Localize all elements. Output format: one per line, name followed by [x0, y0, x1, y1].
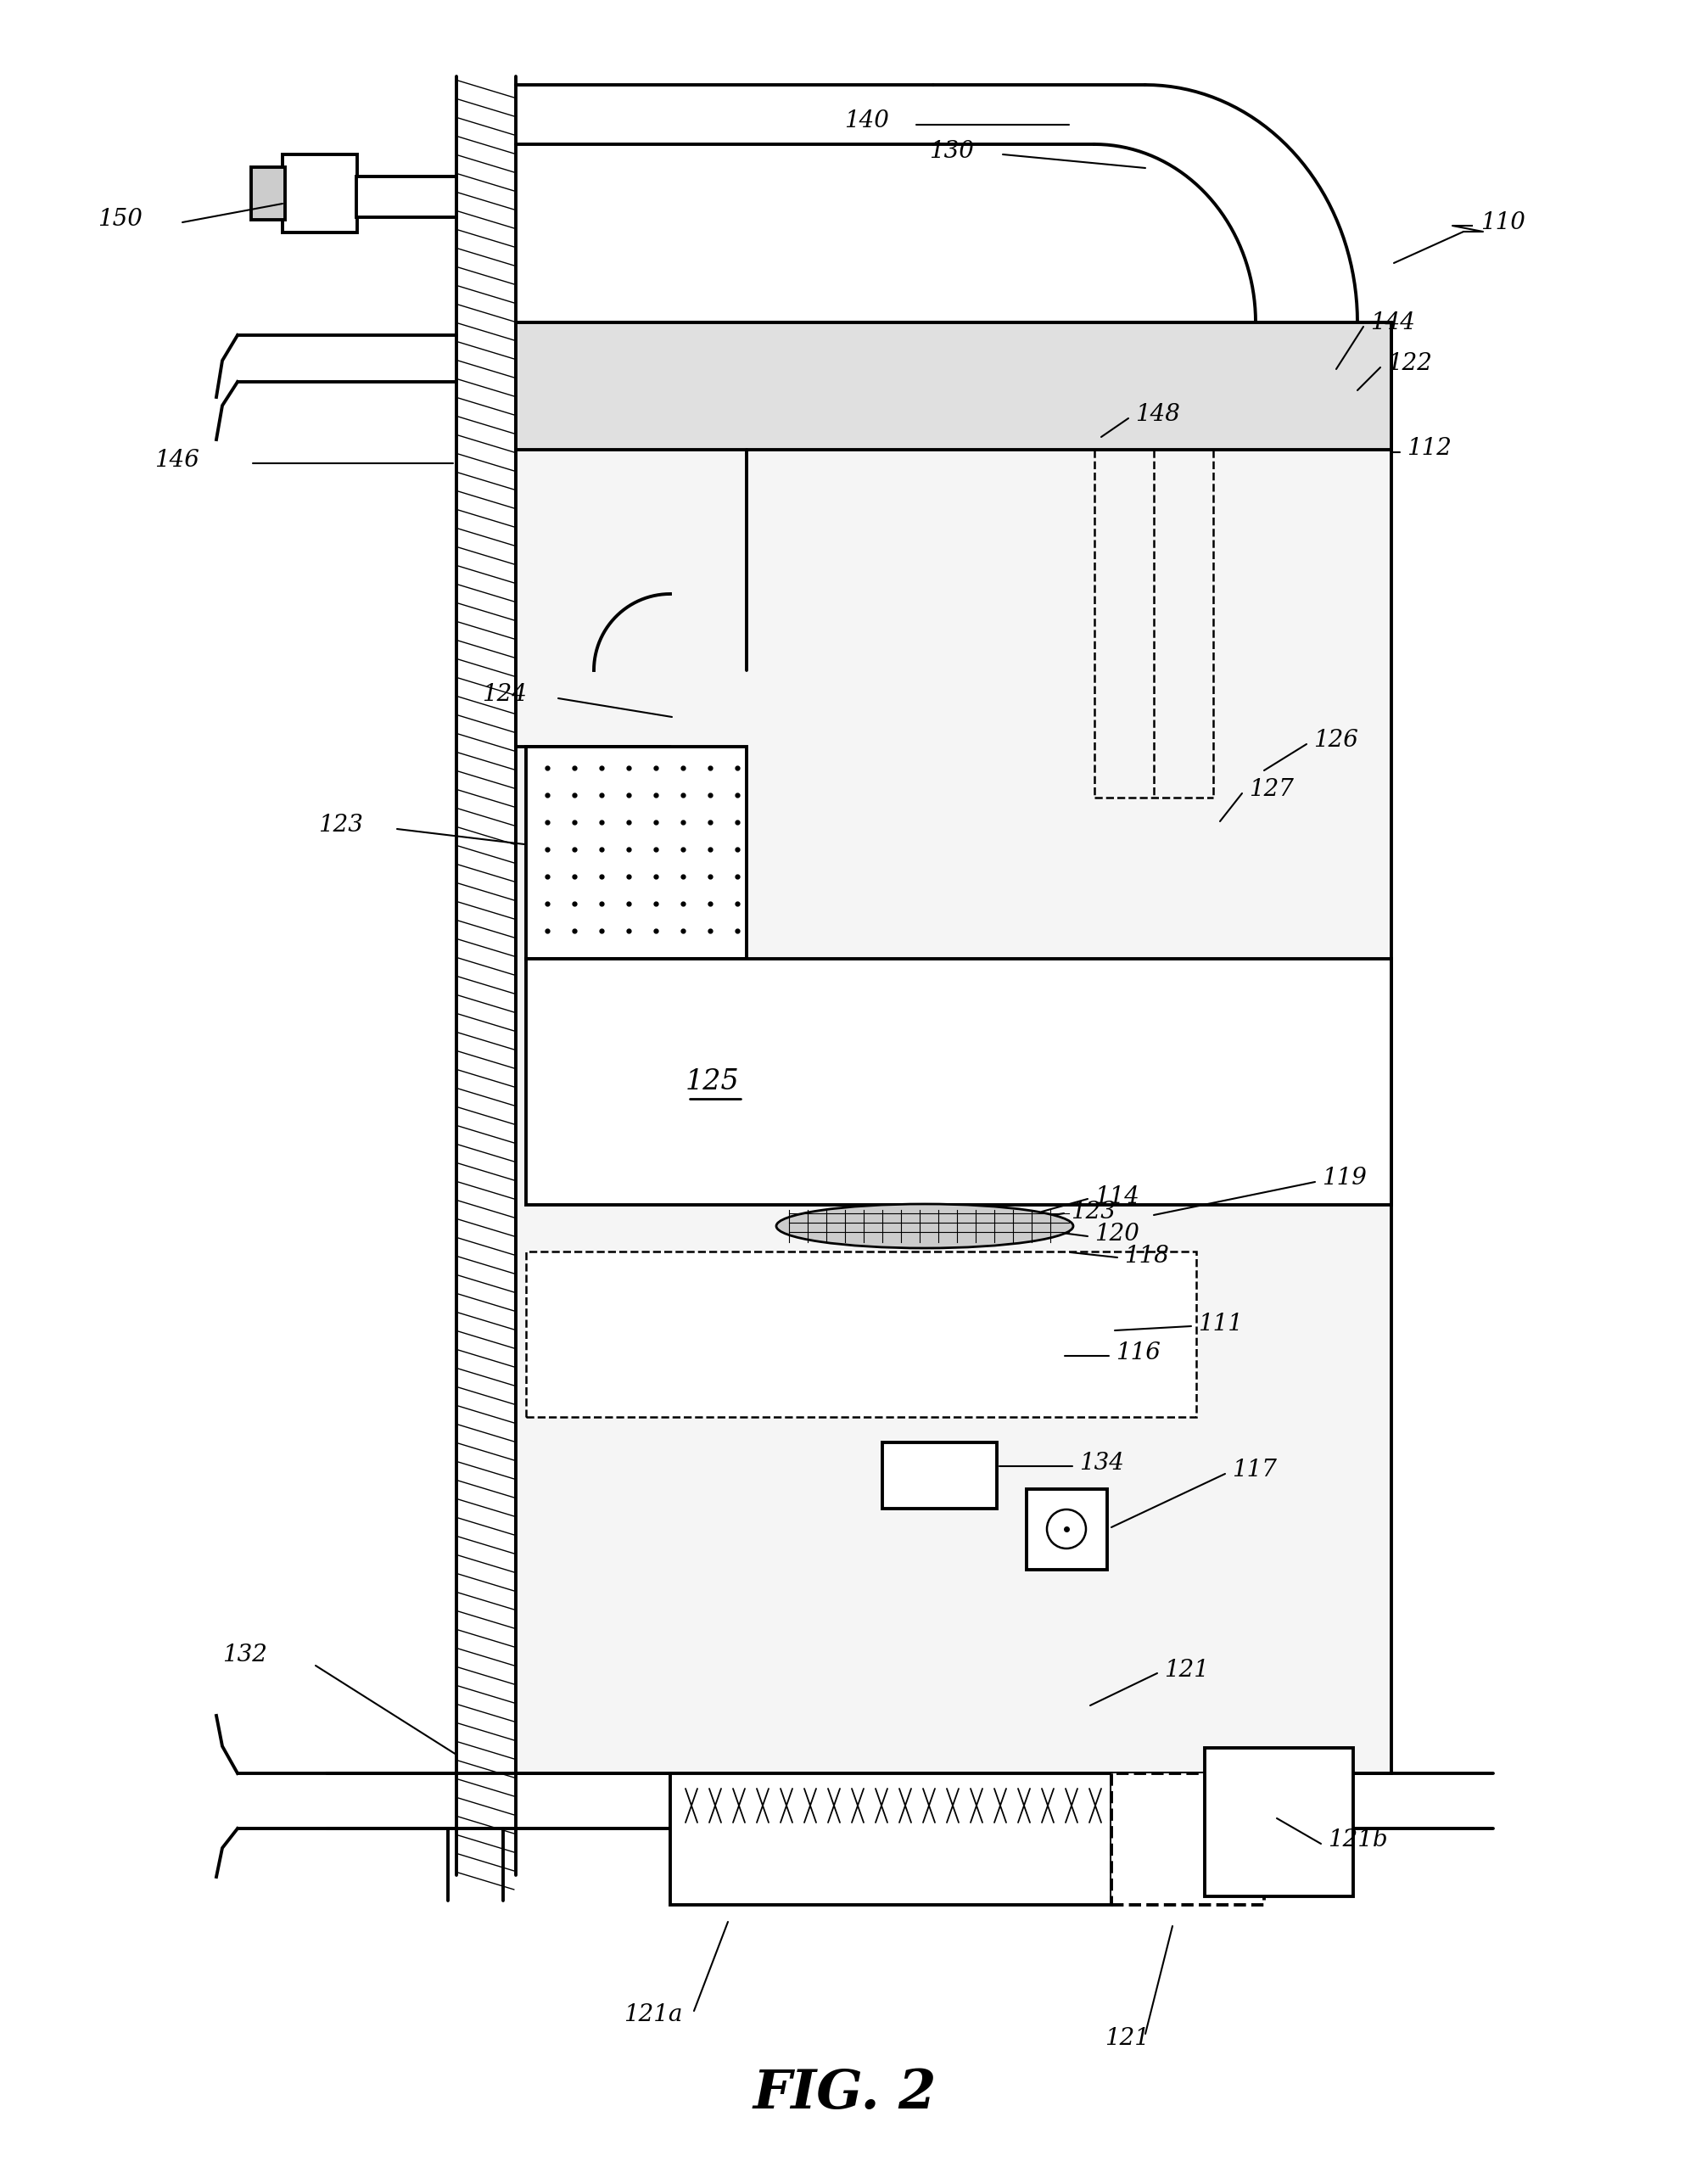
Text: 144: 144 [1371, 310, 1415, 334]
Text: 118: 118 [1124, 1245, 1169, 1267]
Bar [282, 155, 357, 232]
Text: 121: 121 [1105, 2027, 1149, 2049]
Text: 121a: 121a [624, 2003, 683, 2027]
Text: 121: 121 [1164, 1658, 1208, 1682]
Text: 140: 140 [843, 109, 889, 133]
Text: 121b: 121b [1328, 1828, 1387, 1852]
Text: 130: 130 [930, 140, 973, 162]
Text: 117: 117 [1232, 1459, 1276, 1481]
Text: 111: 111 [1198, 1313, 1242, 1334]
Text: 112: 112 [1406, 437, 1452, 459]
Bar [1205, 1747, 1354, 1896]
Bar [357, 177, 456, 216]
Bar [1112, 1773, 1264, 1904]
Text: 123: 123 [1071, 1201, 1115, 1223]
Bar [515, 323, 1391, 450]
Text: 148: 148 [1136, 402, 1180, 426]
Text: 125: 125 [686, 1068, 740, 1096]
Bar [252, 168, 286, 221]
Text: 132: 132 [223, 1642, 267, 1666]
Bar [1026, 1489, 1107, 1570]
Bar [526, 959, 1391, 1206]
Text: 114: 114 [1095, 1186, 1139, 1208]
Text: 120: 120 [1095, 1223, 1139, 1247]
Bar [515, 323, 1391, 1773]
Text: FIG. 2: FIG. 2 [754, 2068, 936, 2121]
Text: 134: 134 [1080, 1452, 1124, 1474]
Text: 127: 127 [1249, 778, 1293, 802]
Text: 123: 123 [318, 812, 363, 836]
Bar [526, 747, 747, 959]
Bar [526, 1251, 1197, 1417]
Text: 126: 126 [1313, 729, 1359, 751]
Text: 124: 124 [482, 684, 527, 705]
Text: 146: 146 [154, 448, 199, 472]
Ellipse shape [776, 1203, 1073, 1247]
Text: 110: 110 [1480, 212, 1526, 234]
Bar [882, 1441, 997, 1509]
Text: 150: 150 [98, 207, 142, 229]
Text: 122: 122 [1387, 352, 1431, 376]
Bar [671, 1773, 1112, 1904]
Text: 116: 116 [1115, 1341, 1161, 1365]
Text: 119: 119 [1322, 1166, 1367, 1188]
